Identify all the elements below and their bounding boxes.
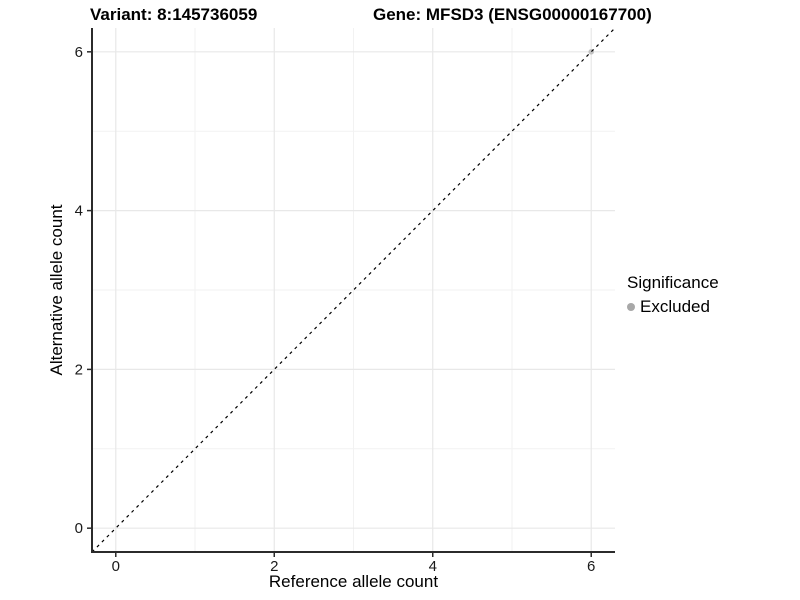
y-tick-label: 4 xyxy=(75,203,83,220)
identity-line xyxy=(91,27,616,553)
legend-entry-label: Excluded xyxy=(640,297,710,316)
y-tick-label: 6 xyxy=(75,44,83,61)
x-tick-label: 2 xyxy=(270,558,278,575)
y-tick-label: 0 xyxy=(75,520,83,537)
legend: Significance Excluded xyxy=(627,273,719,317)
legend-point-icon xyxy=(627,303,635,311)
x-tick-label: 0 xyxy=(112,558,120,575)
legend-title: Significance xyxy=(627,273,719,292)
plot-title-gene: Gene: MFSD3 (ENSG00000167700) xyxy=(373,5,652,24)
y-axis-title: Alternative allele count xyxy=(47,204,66,376)
x-tick-label: 4 xyxy=(429,558,437,575)
x-axis-title: Reference allele count xyxy=(268,572,439,591)
legend-entry-excluded: Excluded xyxy=(627,297,719,317)
plot-title-variant: Variant: 8:145736059 xyxy=(90,5,258,24)
x-tick-label: 6 xyxy=(587,558,595,575)
y-tick-label: 2 xyxy=(75,361,83,378)
